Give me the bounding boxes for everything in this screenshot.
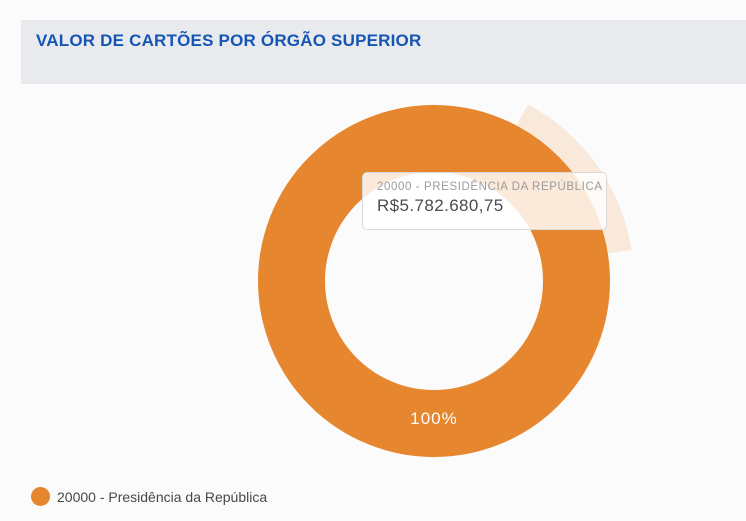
chart-header-band: VALOR DE CARTÕES POR ÓRGÃO SUPERIOR xyxy=(21,20,746,84)
donut-slice-presidencia[interactable] xyxy=(258,105,610,457)
legend-color-swatch xyxy=(31,487,50,506)
donut-chart-canvas xyxy=(258,104,632,457)
legend-item-label: 20000 - Presidência da República xyxy=(57,488,268,505)
chart-title: VALOR DE CARTÕES POR ÓRGÃO SUPERIOR xyxy=(36,31,422,50)
chart-legend: 20000 - Presidência da República xyxy=(31,487,267,506)
legend-item[interactable]: 20000 - Presidência da República xyxy=(31,487,267,506)
donut-chart: 100% 20000 - PRESIDÊNCIA DA REPÚBLICA R$… xyxy=(0,84,746,479)
